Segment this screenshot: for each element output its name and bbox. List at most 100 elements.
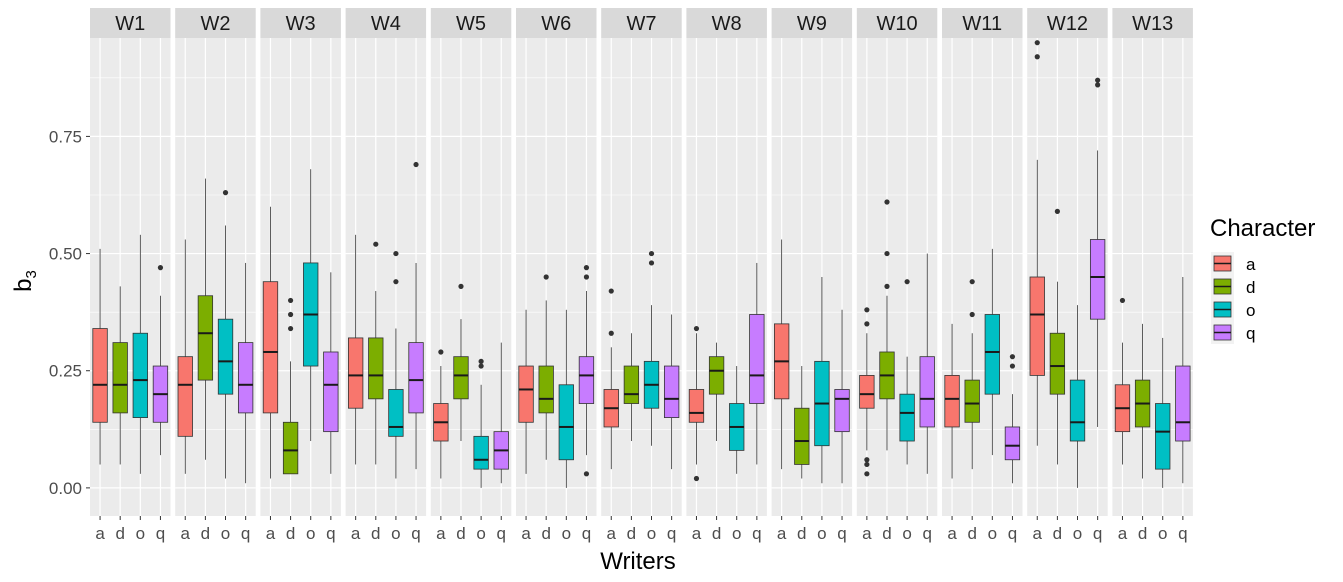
panel-background (90, 38, 171, 516)
outlier-point (1009, 354, 1016, 360)
box-body (1089, 239, 1106, 320)
panel-background (686, 38, 767, 516)
outlier-point (287, 297, 294, 304)
outlier-point (904, 279, 910, 285)
outlier-point (543, 274, 549, 280)
outlier-point (608, 288, 614, 294)
outlier-point (1119, 297, 1126, 304)
box-body (749, 314, 765, 404)
facet-strip (90, 8, 171, 38)
facet-strip-label: W12 (1047, 13, 1088, 35)
outlier-point (222, 190, 229, 196)
facet-strip-label: W3 (286, 13, 316, 35)
outlier-point (693, 325, 700, 332)
facet-strip (345, 8, 427, 38)
x-tick-label: o (817, 524, 826, 543)
box-body (368, 337, 384, 400)
facet-strip-label: W10 (876, 13, 917, 35)
x-tick-label: a (607, 524, 617, 543)
box-body (538, 365, 554, 414)
outlier-point (1095, 82, 1101, 88)
facet-panel-w1: W1 a d o q (90, 8, 171, 543)
x-tick-label: o (562, 524, 571, 543)
facet-strip-label: W8 (712, 13, 742, 35)
x-tick-label: a (436, 524, 446, 543)
outlier-point (413, 161, 419, 168)
panel-background (856, 38, 938, 516)
panel-background (601, 38, 682, 516)
box-body (964, 379, 980, 423)
outlier-point (884, 283, 890, 289)
box-body (348, 337, 364, 409)
box-w8-o (729, 366, 745, 474)
box-body (197, 295, 214, 381)
box-body (132, 332, 148, 418)
x-tick-label: q (1093, 524, 1102, 543)
legend-label: o (1246, 301, 1255, 320)
box-body (663, 365, 680, 418)
y-tick-label: 0.00 (49, 479, 82, 498)
panel-background (345, 38, 427, 516)
box-w8-q (749, 262, 765, 465)
x-tick-label: o (306, 524, 315, 543)
x-tick-label: d (286, 524, 295, 543)
box-w13-o (1155, 337, 1171, 488)
legend-title: Character (1210, 215, 1315, 242)
x-tick-label: a (266, 524, 276, 543)
facet-strip (771, 8, 853, 38)
outlier-point (864, 461, 870, 468)
box-body (834, 389, 850, 433)
facet-panel-w11: W11 a d o q (942, 8, 1023, 543)
panel-background (516, 38, 597, 516)
box-w5-d (453, 283, 469, 442)
box-w1-o (132, 234, 148, 474)
box-w12-o (1069, 305, 1086, 488)
outlier-point (693, 475, 700, 482)
box-body (408, 342, 424, 414)
panel-background (175, 38, 256, 516)
box-body (688, 389, 705, 423)
outlier-point (373, 241, 379, 247)
x-tick-label: o (647, 524, 656, 543)
x-tick-label: a (521, 524, 531, 543)
box-w10-a (859, 307, 875, 477)
box-w5-a (433, 349, 449, 479)
box-body (473, 435, 489, 470)
outlier-point (969, 279, 975, 285)
panel-background (1112, 38, 1193, 516)
x-tick-label: q (411, 524, 420, 543)
box-body (388, 389, 404, 437)
facet-strip (516, 8, 597, 38)
x-tick-label: q (837, 524, 846, 543)
box-body (944, 375, 960, 428)
x-tick-label: d (627, 524, 636, 543)
box-body (794, 407, 810, 465)
x-tick-label: d (967, 524, 976, 543)
facet-strip-label: W2 (200, 13, 230, 35)
box-w13-q (1175, 277, 1191, 484)
box-body (177, 356, 193, 437)
facet-strip-label: W1 (115, 13, 145, 35)
x-tick-label: a (1033, 524, 1043, 543)
box-w9-d (794, 366, 810, 479)
box-w1-q (152, 265, 169, 456)
y-axis-title-subscript: 3 (23, 270, 40, 278)
box-w1-a (92, 248, 108, 465)
outlier-point (583, 274, 590, 280)
box-w10-d (879, 199, 895, 451)
box-w10-o (899, 279, 915, 465)
box-w12-d (1049, 208, 1066, 465)
outlier-point (438, 349, 444, 355)
box-w1-d (112, 286, 128, 465)
outlier-point (1009, 363, 1016, 369)
facet-strip (1027, 8, 1108, 38)
outlier-point (864, 307, 870, 313)
outlier-point (287, 311, 294, 318)
y-axis-title: b3 (10, 270, 40, 292)
outlier-point (1054, 208, 1060, 214)
outlier-point (393, 250, 399, 257)
facet-panel-w13: W13 a d o q (1112, 8, 1193, 543)
x-tick-label: o (136, 524, 145, 543)
box-body (453, 356, 469, 400)
